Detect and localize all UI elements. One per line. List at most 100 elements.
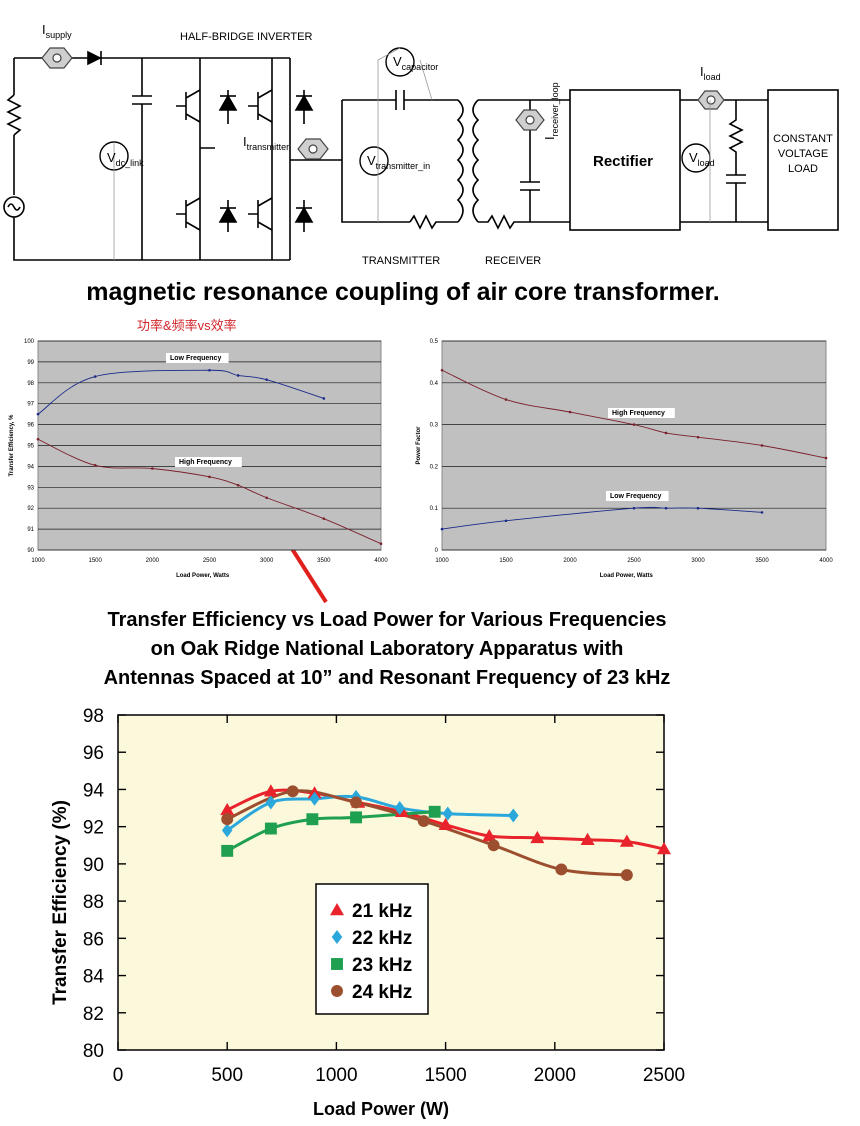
series-label-box	[606, 491, 669, 501]
marker-square	[221, 844, 234, 857]
y-tick-label: 100	[24, 339, 35, 345]
marker-circle	[487, 839, 500, 852]
data-point	[265, 378, 268, 381]
data-point	[36, 437, 40, 441]
legend-label: 21 kHz	[352, 901, 412, 922]
marker-circle	[417, 815, 430, 828]
circuit-diagram	[3, 50, 839, 261]
y-tick-label: 0.3	[430, 423, 439, 429]
marker-diamond	[394, 801, 405, 816]
marker-diamond	[331, 930, 343, 944]
y-tick-label: 0	[435, 548, 439, 554]
data-point	[208, 475, 211, 479]
data-point	[696, 506, 700, 510]
x-tick-label: 2500	[643, 1065, 685, 1086]
marker-circle	[350, 796, 363, 809]
y-tick-label: 90	[27, 548, 34, 554]
y-tick-label: 99	[27, 360, 34, 366]
chart-efficiency-small: 90 91 92 93 94 95 96 97 98 99 100 1000 1500 2000 2500 3…	[9, 339, 388, 579]
circuit-caption: magnetic resonance coupling of air core …	[86, 278, 720, 306]
label-v-dc-link: Vdc_link	[107, 150, 144, 168]
y-tick-label: 0.5	[430, 339, 439, 345]
inverter-rails	[199, 58, 273, 260]
annotation-cn: 功率&频率vs效率	[137, 318, 237, 333]
y-tick-label: 84	[83, 967, 105, 988]
chart-title-line-1: Transfer Efficiency vs Load Power for Va…	[107, 609, 666, 631]
x-tick-label: 1500	[424, 1065, 466, 1086]
series-label-box	[175, 457, 242, 467]
x-tick-label: 4000	[374, 558, 388, 564]
data-point	[664, 506, 668, 510]
data-point	[93, 375, 97, 378]
marker-square	[306, 813, 319, 826]
igbt-switch-icon	[176, 89, 314, 232]
data-point	[440, 368, 444, 372]
y-tick-label: 95	[27, 444, 34, 450]
x-tick-label: 3000	[691, 558, 705, 564]
y-tick-label: 98	[83, 706, 104, 727]
marker-circle	[221, 813, 234, 826]
legend-label: 24 kHz	[352, 982, 412, 1003]
resistor-supply	[6, 94, 22, 136]
y-axis-label: Transfer Efficiency (%)	[50, 800, 71, 1005]
data-point	[322, 397, 326, 400]
series-label: Low Frequency	[166, 353, 229, 363]
legend: 21 kHz 22 kHz 23 kHz 24 kHz	[315, 883, 429, 1015]
series-label: High Frequency	[608, 408, 675, 418]
legend-entry: 23 kHz	[331, 955, 412, 976]
label-i-transmitter: Itransmitter	[243, 134, 289, 152]
data-point	[440, 527, 444, 531]
data-point	[236, 374, 240, 377]
y-tick-label: 96	[83, 743, 104, 764]
series-label-text: Low Frequency	[170, 355, 221, 362]
label-constant-load-1: CONSTANT	[773, 133, 833, 145]
marker-triangle	[580, 832, 595, 845]
data-point	[696, 435, 700, 439]
data-point	[265, 496, 268, 500]
marker-triangle	[482, 828, 497, 842]
marker-triangle	[330, 903, 344, 916]
y-tick-label: 92	[27, 506, 34, 512]
chart-title: Transfer Efficiency vs Load Power for Va…	[104, 609, 671, 689]
y-tick-label: 80	[83, 1041, 104, 1062]
wire-bottom	[13, 217, 290, 261]
legend-entry: 22 kHz	[331, 928, 412, 949]
data-point	[151, 467, 154, 470]
x-tick-label: 1000	[31, 558, 45, 564]
x-axis-label: Load Power (W)	[313, 1099, 449, 1119]
coil-transmitter	[456, 99, 464, 223]
x-tick-label: 1500	[88, 558, 102, 564]
marker-square	[331, 958, 343, 970]
marker-circle	[620, 869, 633, 882]
x-tick-label: 2500	[203, 558, 217, 564]
series-line	[37, 438, 382, 545]
legend-label: 22 kHz	[352, 928, 412, 949]
plot-area	[441, 340, 827, 551]
data-point	[208, 368, 211, 372]
y-axis-label: Transfer Efficiency, %	[9, 414, 15, 477]
wire-mid	[200, 147, 342, 161]
marker-triangle	[619, 834, 634, 847]
x-tick-label: 3500	[755, 558, 769, 564]
y-tick-label: 94	[83, 780, 105, 801]
transmitter-wire-left	[341, 100, 410, 223]
data-point	[504, 519, 508, 523]
marker-diamond	[508, 808, 519, 823]
constant-voltage-load-box	[767, 89, 839, 231]
marker-square	[428, 805, 441, 818]
y-tick-label: 88	[83, 892, 104, 913]
y-tick-label: 92	[83, 818, 104, 839]
marker-triangle	[438, 817, 453, 831]
label-constant-load-2: VOLTAGE	[778, 148, 828, 160]
x-tick-label: 4000	[819, 558, 833, 564]
y-tick-label: 0.2	[430, 464, 439, 470]
resistor-receiver	[478, 214, 570, 230]
marker-diamond	[221, 823, 233, 838]
marker-triangle	[530, 830, 545, 844]
label-v-capacitor: Vcapacitor	[393, 54, 438, 72]
marker-triangle	[657, 842, 671, 855]
data-point	[760, 444, 764, 447]
label-i-load: Iload	[700, 64, 721, 82]
series-label-text: High Frequency	[179, 459, 232, 466]
